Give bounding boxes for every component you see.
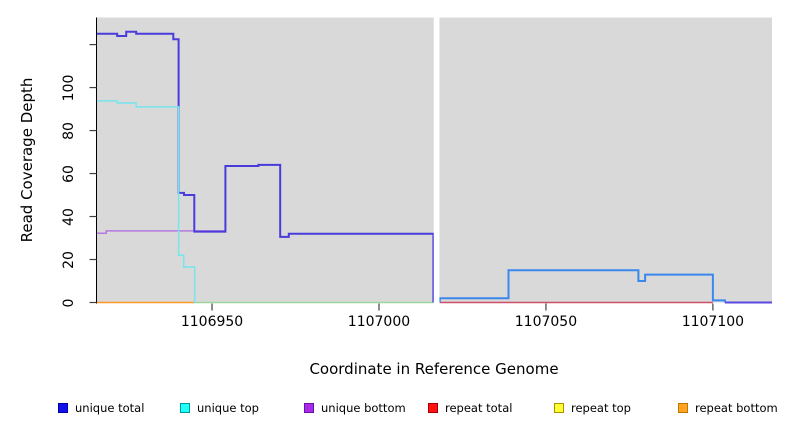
- legend-swatch-icon: [304, 403, 314, 413]
- legend-label: unique total: [75, 401, 145, 415]
- legend-label: repeat bottom: [695, 401, 778, 415]
- legend-swatch-icon: [678, 403, 688, 413]
- legend-item: repeat total: [428, 400, 512, 416]
- legend-label: unique bottom: [321, 401, 406, 415]
- y-tick-label: 20: [61, 250, 77, 269]
- legend-item: repeat top: [554, 400, 631, 416]
- y-tick-label: 40: [61, 207, 77, 226]
- legend-item: unique total: [58, 400, 144, 416]
- x-tick-label: 1107100: [681, 314, 745, 330]
- legend-swatch-icon: [58, 403, 68, 413]
- x-tick-label: 1107000: [347, 314, 411, 330]
- y-axis-title: Read Coverage Depth: [18, 77, 36, 243]
- y-tick-label: 100: [61, 74, 77, 101]
- legend-label: unique top: [197, 401, 259, 415]
- x-axis-title: Coordinate in Reference Genome: [309, 360, 559, 378]
- y-tick-label: 80: [61, 121, 77, 140]
- unique-top-line: [96, 100, 196, 304]
- y-tick-label: 60: [61, 164, 77, 183]
- x-tick-label: 1106950: [180, 314, 244, 330]
- legend-swatch-icon: [180, 403, 190, 413]
- x-tick-label: 1107050: [514, 314, 578, 330]
- y-tick-label: 0: [61, 298, 77, 307]
- legend-item: unique bottom: [304, 400, 406, 416]
- legend-label: repeat total: [445, 401, 513, 415]
- legend-swatch-icon: [428, 403, 438, 413]
- legend-item: repeat bottom: [678, 400, 778, 416]
- unique-total-left-line: [96, 30, 435, 303]
- coverage-after-gap-line: [438, 269, 726, 303]
- legend-item: unique top: [180, 400, 259, 416]
- legend-label: repeat top: [571, 401, 631, 415]
- coverage-gap-band: [433, 17, 440, 305]
- legend-swatch-icon: [554, 403, 564, 413]
